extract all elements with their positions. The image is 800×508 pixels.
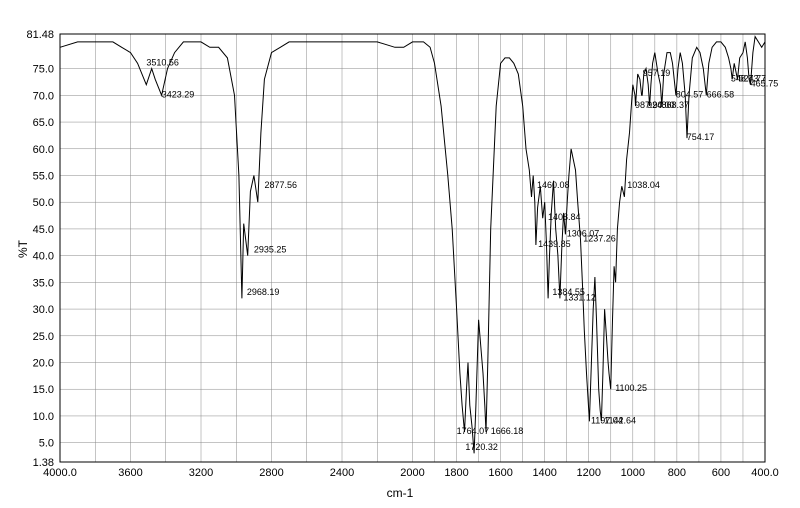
svg-text:45.0: 45.0 <box>33 224 54 236</box>
svg-text:1142.64: 1142.64 <box>604 415 636 425</box>
svg-text:666.58: 666.58 <box>707 89 735 99</box>
svg-text:2000: 2000 <box>400 467 424 479</box>
svg-text:1439.85: 1439.85 <box>538 239 571 249</box>
svg-text:2877.56: 2877.56 <box>264 180 297 190</box>
svg-text:957.19: 957.19 <box>643 68 671 78</box>
svg-text:868.37: 868.37 <box>661 100 689 110</box>
x-axis-title: cm-1 <box>0 486 800 500</box>
svg-text:60.0: 60.0 <box>33 144 54 156</box>
svg-text:1600: 1600 <box>488 467 512 479</box>
svg-text:1666.18: 1666.18 <box>491 426 524 436</box>
svg-text:70.0: 70.0 <box>33 90 54 102</box>
svg-text:3600: 3600 <box>118 467 142 479</box>
svg-text:3200: 3200 <box>189 467 213 479</box>
svg-text:1800: 1800 <box>444 467 468 479</box>
svg-text:1100.25: 1100.25 <box>615 383 647 393</box>
svg-text:2968.19: 2968.19 <box>247 287 280 297</box>
ir-spectrum-chart: 4000.03600320028002400200018001600140012… <box>0 0 800 508</box>
svg-text:3423.29: 3423.29 <box>162 89 195 99</box>
svg-text:600: 600 <box>712 467 730 479</box>
svg-text:1764.07: 1764.07 <box>457 426 490 436</box>
y-axis-title: %T <box>16 240 30 258</box>
svg-text:1400: 1400 <box>532 467 556 479</box>
svg-text:75.0: 75.0 <box>33 64 54 76</box>
svg-text:55.0: 55.0 <box>33 170 54 182</box>
svg-text:1460.08: 1460.08 <box>537 180 570 190</box>
svg-text:40.0: 40.0 <box>33 251 54 263</box>
svg-text:81.48: 81.48 <box>26 29 54 41</box>
svg-text:5.0: 5.0 <box>39 438 54 450</box>
svg-text:1000: 1000 <box>621 467 645 479</box>
svg-text:20.0: 20.0 <box>33 358 54 370</box>
svg-text:1408.84: 1408.84 <box>548 212 581 222</box>
svg-text:1200: 1200 <box>577 467 601 479</box>
svg-text:1237.26: 1237.26 <box>583 234 616 244</box>
svg-text:15.0: 15.0 <box>33 384 54 396</box>
svg-text:2935.25: 2935.25 <box>254 244 287 254</box>
svg-text:1.38: 1.38 <box>33 457 54 469</box>
svg-text:400.0: 400.0 <box>751 467 779 479</box>
svg-text:25.0: 25.0 <box>33 331 54 343</box>
svg-text:65.0: 65.0 <box>33 117 54 129</box>
svg-text:50.0: 50.0 <box>33 197 54 209</box>
svg-text:2800: 2800 <box>259 467 283 479</box>
svg-text:800: 800 <box>668 467 686 479</box>
svg-text:30.0: 30.0 <box>33 304 54 316</box>
svg-text:10.0: 10.0 <box>33 411 54 423</box>
svg-text:465.75: 465.75 <box>751 79 779 89</box>
svg-text:1331.12: 1331.12 <box>563 292 596 302</box>
svg-text:1038.04: 1038.04 <box>627 180 660 190</box>
svg-text:1720.32: 1720.32 <box>465 442 498 452</box>
svg-text:35.0: 35.0 <box>33 277 54 289</box>
svg-text:3510.56: 3510.56 <box>146 57 179 67</box>
svg-text:804.57: 804.57 <box>676 89 704 99</box>
svg-text:754.17: 754.17 <box>687 132 715 142</box>
svg-text:2400: 2400 <box>330 467 354 479</box>
